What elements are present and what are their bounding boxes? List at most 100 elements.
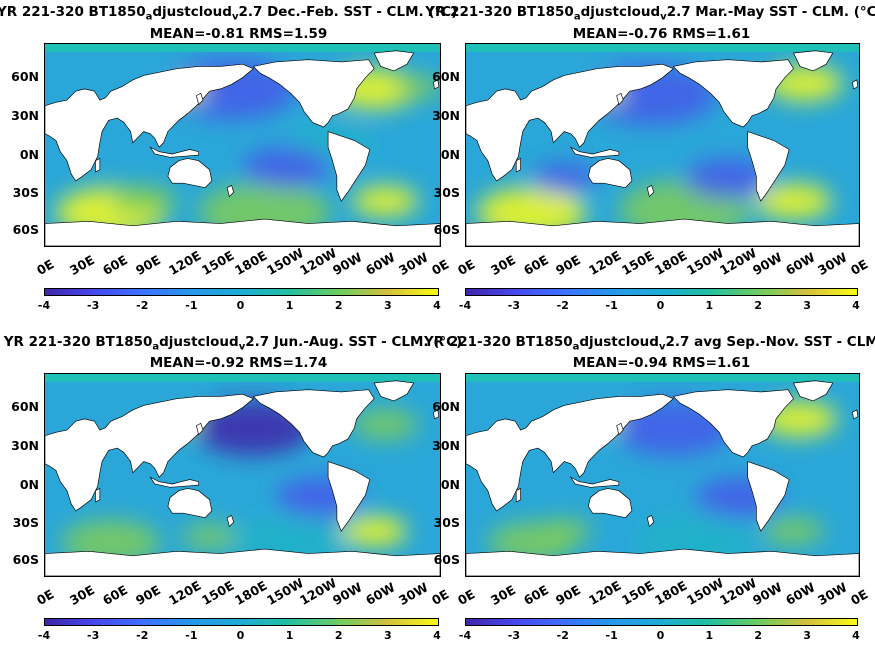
colorbar-tick-label: 4 <box>433 299 441 312</box>
sst-map <box>465 43 860 247</box>
sst-map <box>44 373 441 577</box>
land-mass <box>252 59 375 128</box>
colorbar-tick-label: 0 <box>656 629 665 642</box>
lat-tick-label: 60N <box>432 69 460 85</box>
lon-tick-label: 0E <box>455 256 478 278</box>
land-mass <box>167 158 213 189</box>
land-mass <box>569 476 620 488</box>
colorbar-tick-label: 2 <box>334 629 343 642</box>
land-mass <box>226 514 235 528</box>
colorbar-tick-label: 1 <box>285 299 294 312</box>
lon-tick-label: 120W <box>717 245 760 278</box>
lon-tick-label: 120W <box>297 245 340 278</box>
land-mass <box>95 157 101 173</box>
lon-tick-label: 0E <box>34 256 57 278</box>
colorbar-tick-label: -2 <box>136 299 149 312</box>
lat-tick-label: 0N <box>19 147 39 163</box>
lat-tick-label: 60S <box>12 221 39 237</box>
land-mass <box>252 389 375 458</box>
land-mass <box>433 79 440 90</box>
land-mass <box>616 422 624 436</box>
land-mass <box>373 50 415 72</box>
lon-tick-label: 60E <box>520 582 551 608</box>
lon-tick-label: 180E <box>231 577 269 608</box>
colorbar-tick-label: -1 <box>605 299 618 312</box>
land-mass <box>792 380 834 402</box>
colorbar <box>465 288 858 296</box>
land-mass <box>747 461 790 532</box>
lon-tick-label: 90E <box>553 252 584 278</box>
colorbar-tick-label: -3 <box>87 629 100 642</box>
lat-tick-label: 30S <box>12 185 39 201</box>
lon-tick-label: 180E <box>231 247 269 278</box>
lon-tick-label: 90E <box>132 582 163 608</box>
land-mass <box>196 422 204 436</box>
land-mass <box>672 389 794 458</box>
lon-tick-label: 120E <box>165 577 204 608</box>
lon-tick-label: 0E <box>848 256 871 278</box>
lon-tick-label: 150E <box>618 577 657 608</box>
panel-title: YR 221-320 BT1850adjustcloudv2.7 Mar.-Ma… <box>425 4 875 23</box>
lat-tick-label: 60S <box>433 221 460 237</box>
colorbar-tick-label: 1 <box>705 629 714 642</box>
lon-tick-label: 150E <box>198 577 237 608</box>
colorbar-tick-label: 0 <box>656 299 665 312</box>
lat-tick-label: 60N <box>11 399 39 415</box>
lon-tick-label: 30E <box>487 252 518 278</box>
anomaly-region <box>531 163 597 194</box>
anomaly-region <box>352 185 419 217</box>
antarctica <box>466 548 859 576</box>
sea-ice-band <box>466 374 859 382</box>
lon-tick-label: 60E <box>99 252 130 278</box>
sst-map <box>44 43 441 247</box>
lon-tick-label: 150E <box>618 247 657 278</box>
land-mass <box>616 92 624 106</box>
lon-tick-label: 120W <box>297 575 340 608</box>
colorbar-tick-label: -4 <box>37 299 51 312</box>
colorbar-tick-label: 3 <box>803 299 811 312</box>
panel-title: YR 221-320 BT1850adjustcloudv2.7 avg Sep… <box>424 334 875 353</box>
lon-tick-label: 60W <box>782 579 818 608</box>
lat-tick-label: 60S <box>433 551 460 567</box>
land-mass <box>569 146 620 158</box>
panel-title: YR 221-320 BT1850adjustcloudv2.7 Jun.-Au… <box>3 334 463 353</box>
colorbar-tick-label: -2 <box>136 629 149 642</box>
lon-tick-label: 60E <box>520 252 551 278</box>
lon-tick-label: 120E <box>586 577 624 608</box>
panel-title: YR 221-320 BT1850adjustcloudv2.7 Dec.-Fe… <box>0 4 458 23</box>
lat-tick-label: 60S <box>12 551 39 567</box>
lon-tick-label: 30E <box>487 582 518 608</box>
land-mass <box>672 59 794 128</box>
land-mass <box>95 487 101 503</box>
colorbar-tick-label: 3 <box>384 299 392 312</box>
colorbar-tick-label: 3 <box>803 629 811 642</box>
colorbar-tick-label: -4 <box>458 299 472 312</box>
lon-tick-label: 150E <box>198 247 237 278</box>
land-mass <box>852 409 859 420</box>
panel-stats: MEAN=-0.81 RMS=1.59 <box>149 26 328 42</box>
anomaly-region <box>755 183 832 219</box>
panel-stats: MEAN=-0.76 RMS=1.61 <box>572 26 751 42</box>
antarctica <box>466 218 859 246</box>
antarctica <box>45 218 440 246</box>
sea-ice-band <box>45 374 440 382</box>
lat-tick-label: 60N <box>11 69 39 85</box>
land-mass <box>373 380 415 402</box>
antarctica <box>45 548 440 576</box>
lon-tick-label: 30W <box>815 579 850 608</box>
lon-tick-label: 90E <box>132 252 163 278</box>
anomaly-region <box>242 147 331 188</box>
lat-tick-label: 0N <box>19 477 39 493</box>
land-mass <box>515 157 521 173</box>
land-mass <box>45 63 255 182</box>
colorbar <box>44 618 439 626</box>
lon-tick-label: 120E <box>586 247 624 278</box>
anomaly-region <box>684 158 772 199</box>
sea-ice-band <box>45 44 440 52</box>
colorbar-tick-label: -4 <box>458 629 472 642</box>
land-mass <box>852 79 859 90</box>
colorbar-tick-label: 2 <box>754 299 763 312</box>
colorbar-tick-label: -1 <box>605 629 618 642</box>
colorbar-tick-label: 4 <box>852 629 860 642</box>
lon-tick-label: 180E <box>651 577 689 608</box>
